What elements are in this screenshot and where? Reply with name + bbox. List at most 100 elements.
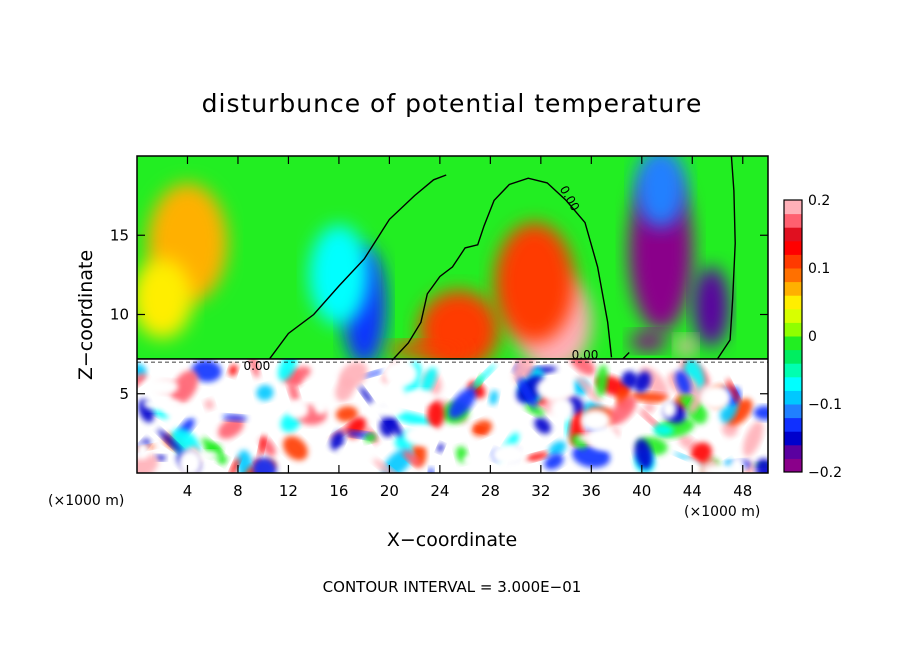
turbulence-patch	[282, 366, 311, 384]
field-feature	[630, 331, 667, 352]
turbulence-patch	[229, 457, 240, 473]
turbulence-patch	[609, 396, 637, 425]
turbulence-patch	[643, 401, 655, 414]
turbulence-patch	[258, 435, 266, 457]
colorbar-swatch	[784, 431, 802, 446]
colorbar-tick-label: 0.2	[808, 193, 830, 209]
colorbar-swatch	[784, 240, 802, 255]
turbulence-patch	[170, 370, 199, 405]
colorbar-swatch	[784, 417, 802, 432]
turbulence-patch	[634, 438, 653, 470]
turbulence-void	[287, 400, 309, 419]
turbulence-void	[368, 402, 404, 418]
colorbar-tick-label: −0.2	[808, 465, 842, 481]
turbulence-void	[729, 456, 746, 473]
field-feature	[634, 156, 687, 228]
turbulence-patch	[217, 455, 228, 465]
turbulence-patch	[755, 458, 768, 473]
turbulence-patch	[204, 399, 215, 410]
zero-contour	[716, 156, 736, 360]
turbulence-patch	[339, 361, 368, 389]
field-feature	[693, 266, 730, 347]
turbulence-void	[142, 378, 179, 396]
turbulence-patch	[427, 401, 445, 429]
contour-interval-note: CONTOUR INTERVAL = 3.000E−01	[323, 578, 582, 596]
x-tick-label: 24	[430, 482, 449, 500]
zero-contour	[268, 174, 447, 360]
field-feature	[494, 222, 575, 343]
y-tick-label: 10	[110, 306, 129, 324]
x-axis-label: X−coordinate	[387, 529, 517, 551]
turbulence-void	[700, 385, 731, 410]
turbulence-void	[313, 395, 328, 415]
colorbar-swatch	[784, 458, 802, 473]
colorbar-frame	[783, 199, 803, 473]
turbulence-void	[178, 449, 203, 473]
turbulence-patch	[256, 384, 274, 401]
field-feature	[137, 258, 193, 339]
contour-label: 0.00	[244, 359, 271, 373]
turbulence-void	[199, 450, 219, 460]
chart-title: disturbunce of potential temperature	[202, 89, 703, 118]
zero-contour	[622, 352, 630, 360]
turbulence-void	[337, 446, 368, 457]
x-tick-label: 8	[233, 482, 243, 500]
turbulence-patch	[576, 376, 601, 404]
turbulence-patch	[201, 437, 224, 459]
turbulence-patch	[544, 453, 564, 470]
turbulence-patch	[621, 370, 638, 389]
contour-label: 0.00	[572, 348, 599, 362]
turbulence-patch	[252, 457, 277, 473]
colorbar-swatch	[784, 213, 802, 228]
turbulence-void	[586, 427, 619, 451]
x-tick-label: 48	[733, 482, 752, 500]
turbulence-patch	[222, 414, 248, 421]
x-tick-label: 20	[380, 482, 399, 500]
turbulence-patch	[361, 369, 385, 378]
colorbar-swatch	[784, 390, 802, 405]
colorbar-swatch	[784, 295, 802, 310]
colorbar-swatch	[784, 268, 802, 283]
turbulence-patch	[420, 367, 437, 395]
contour-lines	[137, 156, 768, 363]
y-axis-label: Z−coordinate	[75, 250, 97, 380]
turbulence-patch	[448, 387, 477, 419]
turbulence-patch	[335, 406, 358, 422]
turbulence-patch	[726, 378, 740, 404]
turbulence-void	[137, 442, 150, 460]
turbulence-void	[661, 400, 677, 419]
turbulence-patch	[288, 382, 299, 403]
x-tick-label: 32	[531, 482, 550, 500]
turbulence-void	[490, 443, 528, 467]
plot-area	[137, 156, 768, 473]
turbulence-patch	[522, 452, 550, 462]
turbulence-patch	[137, 454, 159, 473]
turbulence-patch	[534, 417, 551, 434]
turbulence-void	[680, 458, 701, 473]
colorbar-swatch	[784, 281, 802, 296]
turbulence-patch	[691, 442, 712, 464]
turbulence-void	[382, 360, 418, 388]
x-tick-label: 12	[279, 482, 298, 500]
turbulence-patch	[675, 370, 691, 396]
colorbar-swatch	[784, 336, 802, 351]
turbulence-void	[580, 409, 611, 432]
colorbar-swatch	[784, 444, 802, 459]
field-feature	[308, 224, 369, 325]
turbulence-patch	[364, 433, 377, 443]
x-tick-label: 40	[632, 482, 651, 500]
turbulence-patch	[630, 391, 669, 403]
turbulence-patch	[394, 411, 433, 427]
zero-contour	[391, 177, 613, 361]
turbulence-void	[404, 425, 438, 447]
turbulence-patch	[653, 424, 674, 436]
turbulence-patch	[742, 420, 764, 457]
turbulence-patch	[471, 420, 493, 437]
turbulence-patch	[191, 360, 222, 383]
turbulence-patch	[489, 390, 498, 406]
turbulence-patch	[726, 398, 753, 426]
upper-field	[137, 156, 730, 358]
